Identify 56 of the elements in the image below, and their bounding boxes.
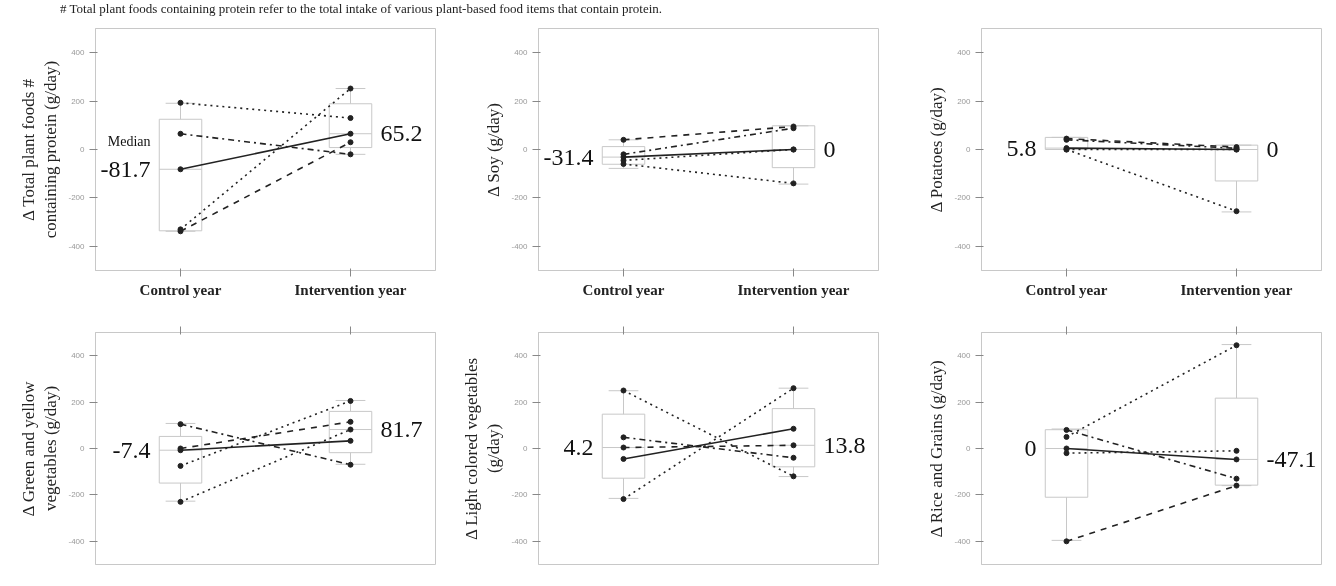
y-tick-label: -400	[68, 536, 86, 546]
y-axis-title: Δ Light colored vegetables (g/day)	[461, 357, 504, 541]
annotation: 0	[1266, 136, 1279, 162]
y-tick-label: 200	[71, 397, 86, 407]
annotation: 0	[1024, 435, 1037, 461]
y-tick-label: -400	[511, 536, 529, 546]
y-tick-label: 400	[71, 351, 86, 361]
y-tick-label: 200	[957, 397, 972, 407]
y-axis-title: Δ Soy (g/day)	[484, 102, 504, 197]
y-tick-label: 200	[71, 96, 86, 106]
y-tick-label: 200	[957, 96, 972, 106]
y-axis-title: Δ Rice and Grains (g/day)	[927, 360, 947, 538]
y-tick-label: 0	[80, 145, 86, 154]
annotation: -47.1	[1266, 445, 1317, 472]
x-tick-label: Intervention year	[1180, 281, 1293, 298]
y-tick-label: -200	[511, 490, 529, 500]
y-tick-label: 0	[80, 444, 86, 453]
x-tick-label: Intervention year	[737, 281, 850, 298]
y-axis-title: Δ Potatoes (g/day)	[927, 87, 947, 213]
annotation: -81.7	[100, 155, 151, 182]
y-tick-label: 0	[523, 444, 529, 453]
y-tick-label: 0	[966, 444, 972, 453]
y-tick-label: -400	[954, 241, 972, 251]
annotation: 0	[823, 136, 836, 162]
y-tick-label: 0	[966, 145, 972, 154]
y-tick-label: 400	[514, 351, 529, 361]
y-tick-label: -400	[511, 241, 529, 251]
annotation: Median	[107, 133, 151, 149]
y-tick-label: 200	[514, 96, 529, 106]
x-tick-label: Control year	[582, 281, 665, 298]
y-tick-label: -200	[954, 490, 972, 500]
annotation: 5.8	[1006, 134, 1037, 161]
x-tick-label: Control year	[1025, 281, 1108, 298]
y-tick-label: -200	[511, 193, 529, 203]
y-tick-label: -200	[68, 193, 86, 203]
x-tick-label: Intervention year	[294, 281, 407, 298]
annotation: 81.7	[380, 416, 423, 443]
annotation: 4.2	[563, 434, 594, 461]
y-tick-label: -200	[954, 193, 972, 203]
y-axis-title: Δ Total plant foods # containing protein (g/day)	[18, 60, 61, 239]
y-tick-label: -200	[68, 490, 86, 500]
y-tick-label: 400	[514, 48, 529, 58]
x-tick-label: Control year	[139, 281, 222, 298]
y-tick-label: 400	[957, 48, 972, 58]
y-tick-label: 0	[523, 145, 529, 154]
annotation: 65.2	[380, 120, 423, 147]
y-tick-label: -400	[68, 241, 86, 251]
y-tick-label: 200	[514, 397, 529, 407]
y-axis-title: Δ Green and yellow vegetables (g/day)	[18, 380, 61, 517]
y-tick-label: -400	[954, 536, 972, 546]
annotation: -7.4	[112, 436, 151, 463]
annotation: -31.4	[543, 143, 594, 170]
y-tick-label: 400	[957, 351, 972, 361]
y-tick-label: 400	[71, 48, 86, 58]
text: # Total plant foods containing protein refer to the total intake of various plant-based food items that contain protein.	[60, 0, 663, 18]
annotation: 13.8	[823, 431, 866, 458]
